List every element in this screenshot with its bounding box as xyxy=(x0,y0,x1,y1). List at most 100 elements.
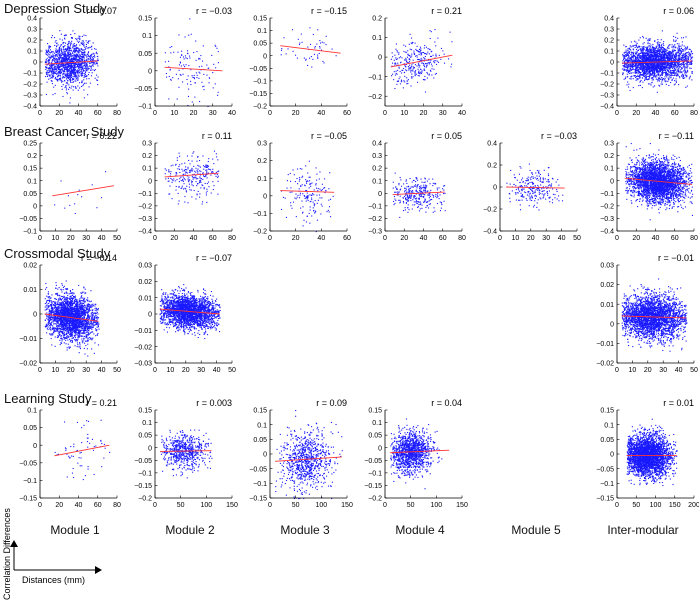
data-point xyxy=(57,69,60,71)
data-point xyxy=(418,51,421,53)
data-point xyxy=(207,168,210,170)
data-point xyxy=(632,53,635,55)
data-point xyxy=(81,73,83,75)
data-point xyxy=(628,55,630,57)
data-point xyxy=(75,60,78,62)
data-point xyxy=(668,58,670,61)
data-point xyxy=(51,50,53,52)
data-point xyxy=(310,183,312,185)
data-point xyxy=(662,72,664,74)
data-point xyxy=(627,60,629,62)
data-point xyxy=(87,68,89,70)
data-point xyxy=(668,67,670,69)
data-point xyxy=(53,72,55,74)
data-point xyxy=(647,63,649,65)
data-point xyxy=(646,63,648,65)
data-point xyxy=(323,62,325,64)
data-point xyxy=(66,63,68,65)
data-point xyxy=(668,51,670,53)
data-point xyxy=(188,186,191,188)
data-point xyxy=(77,63,79,65)
data-point xyxy=(168,170,170,172)
data-point xyxy=(81,49,83,51)
data-point xyxy=(76,65,78,68)
data-point xyxy=(645,76,647,78)
data-point xyxy=(648,68,650,70)
data-point xyxy=(181,168,183,170)
data-point xyxy=(638,68,640,70)
data-point xyxy=(51,35,53,37)
data-point xyxy=(54,58,56,60)
data-point xyxy=(52,60,54,62)
data-point xyxy=(663,63,665,65)
data-point xyxy=(662,48,664,50)
data-point xyxy=(657,56,659,58)
data-point xyxy=(75,62,77,65)
x-tick-label: 60 xyxy=(671,110,679,117)
data-point xyxy=(52,56,54,59)
data-point xyxy=(641,52,643,54)
data-point xyxy=(658,58,660,60)
data-point xyxy=(672,48,674,50)
data-point xyxy=(656,76,658,78)
data-point xyxy=(663,59,665,61)
data-point xyxy=(642,50,644,52)
data-point xyxy=(76,60,78,62)
data-point xyxy=(87,61,89,63)
data-point xyxy=(305,190,307,192)
data-point xyxy=(65,56,67,58)
data-point xyxy=(629,58,631,60)
x-tick-label: 20 xyxy=(420,110,428,117)
data-point xyxy=(630,69,632,71)
data-point xyxy=(639,81,641,83)
data-point xyxy=(76,50,78,52)
y-tick-label: −0.05 xyxy=(249,66,267,73)
data-point xyxy=(208,186,210,188)
data-point xyxy=(634,63,636,65)
data-point xyxy=(68,64,70,66)
data-point xyxy=(420,49,422,52)
data-point xyxy=(53,37,56,39)
data-point xyxy=(57,67,59,69)
data-point xyxy=(203,168,205,170)
data-point xyxy=(686,72,688,74)
correlation-label: r = 0.21 xyxy=(431,6,462,16)
data-point xyxy=(636,57,638,59)
data-point xyxy=(59,54,61,56)
data-point xyxy=(665,81,667,83)
data-point xyxy=(73,86,75,88)
data-point xyxy=(206,171,208,173)
data-point xyxy=(681,71,683,73)
data-point xyxy=(440,47,443,49)
data-point xyxy=(647,66,649,68)
data-point xyxy=(83,45,85,47)
data-point xyxy=(197,190,199,192)
data-point xyxy=(681,54,683,56)
data-point xyxy=(170,52,172,54)
data-point xyxy=(66,56,68,58)
data-point xyxy=(63,54,66,56)
data-point xyxy=(197,156,199,158)
data-point xyxy=(664,80,666,82)
data-point xyxy=(66,66,68,68)
data-point xyxy=(91,60,93,62)
data-point xyxy=(662,73,664,75)
data-point xyxy=(289,180,292,182)
data-point xyxy=(640,79,642,81)
data-point xyxy=(408,43,410,45)
data-point xyxy=(634,53,637,55)
data-point xyxy=(685,46,687,48)
data-point xyxy=(406,59,408,61)
data-point xyxy=(59,74,61,76)
data-point xyxy=(206,64,208,66)
data-point xyxy=(299,178,301,180)
data-point xyxy=(66,87,68,89)
data-point xyxy=(623,65,625,67)
data-point xyxy=(424,52,426,55)
data-point xyxy=(624,66,626,68)
data-point xyxy=(397,62,399,64)
data-point xyxy=(406,77,408,79)
data-point xyxy=(429,55,432,57)
data-point xyxy=(686,59,688,61)
data-point xyxy=(656,42,658,44)
